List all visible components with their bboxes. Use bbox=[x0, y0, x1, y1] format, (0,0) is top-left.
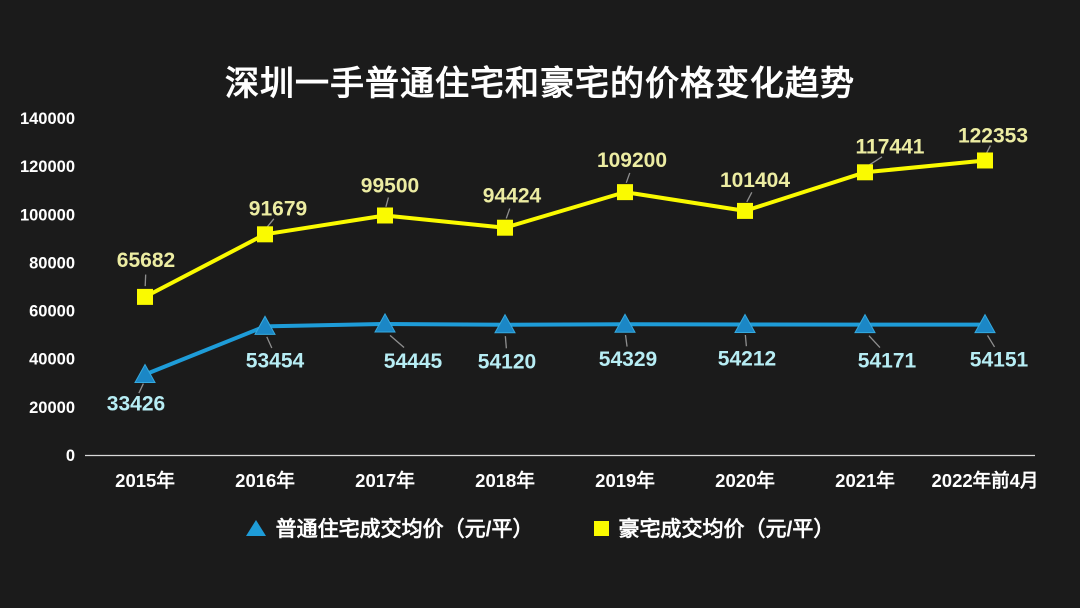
label-leader-line bbox=[625, 172, 631, 184]
legend: 普通住宅成交均价（元/平） 豪宅成交均价（元/平） bbox=[0, 513, 1080, 543]
data-point-marker-triangle bbox=[734, 313, 756, 334]
label-leader-line bbox=[746, 192, 753, 203]
x-axis-tick-label: 2019年 bbox=[595, 470, 655, 491]
data-point-label: 54212 bbox=[718, 348, 776, 371]
data-point-marker-square bbox=[617, 184, 633, 201]
label-leader-line bbox=[624, 334, 628, 347]
data-point-marker-triangle bbox=[854, 313, 876, 334]
legend-label-ordinary-housing: 普通住宅成交均价（元/平） bbox=[275, 518, 534, 541]
data-point-marker-triangle bbox=[374, 312, 396, 333]
x-axis-tick-label: 2018年 bbox=[475, 470, 535, 491]
y-axis-tick-label: 120000 bbox=[20, 158, 75, 176]
label-leader-line bbox=[266, 336, 273, 349]
legend-label-luxury-housing: 豪宅成交均价（元/平） bbox=[618, 518, 835, 541]
data-point-marker-square bbox=[977, 152, 993, 169]
data-point-label: 65682 bbox=[117, 249, 175, 272]
label-leader-line bbox=[138, 383, 144, 394]
label-leader-line bbox=[869, 156, 883, 166]
data-point-label: 122353 bbox=[958, 124, 1028, 147]
data-point-label: 53454 bbox=[246, 349, 305, 372]
data-point-marker-square bbox=[137, 288, 153, 305]
y-axis-tick-label: 40000 bbox=[29, 351, 75, 369]
data-point-marker-square bbox=[737, 202, 753, 219]
y-axis-tick-label: 0 bbox=[66, 447, 75, 465]
data-point-marker-square bbox=[257, 226, 273, 243]
y-axis-tick-label: 140000 bbox=[20, 110, 75, 128]
label-leader-line bbox=[744, 334, 748, 347]
y-axis-tick-label: 20000 bbox=[29, 399, 75, 417]
data-point-marker-triangle bbox=[254, 315, 276, 335]
triangle-marker-icon bbox=[245, 520, 266, 536]
x-axis-tick-label: 2020年 bbox=[715, 470, 775, 491]
legend-item-luxury-housing: 豪宅成交均价（元/平） bbox=[593, 513, 835, 543]
legend-item-ordinary-housing: 普通住宅成交均价（元/平） bbox=[245, 513, 534, 543]
data-point-label: 54151 bbox=[970, 349, 1029, 372]
data-point-label: 101404 bbox=[720, 169, 790, 192]
x-axis-tick-label: 2017年 bbox=[355, 470, 415, 491]
label-leader-line bbox=[985, 145, 992, 154]
chart-title: 深圳一手普通住宅和豪宅的价格变化趋势 bbox=[225, 65, 855, 103]
series-line-1 bbox=[143, 158, 987, 299]
label-leader-line bbox=[504, 336, 508, 349]
data-point-label: 54329 bbox=[599, 348, 657, 371]
data-point-label: 109200 bbox=[597, 149, 667, 172]
label-leader-line bbox=[986, 335, 996, 348]
data-point-marker-square bbox=[497, 219, 513, 236]
series-line-0 bbox=[143, 321, 987, 377]
data-point-label: 54445 bbox=[384, 350, 443, 373]
x-axis-tick-label: 2016年 bbox=[235, 470, 295, 491]
label-leader-line bbox=[389, 334, 405, 348]
data-point-marker-triangle bbox=[494, 313, 516, 334]
data-point-marker-square bbox=[377, 207, 393, 224]
data-point-label: 117441 bbox=[856, 135, 925, 158]
data-point-marker-square bbox=[857, 164, 873, 181]
x-axis-tick-label: 2021年 bbox=[835, 470, 895, 491]
data-point-label: 94424 bbox=[483, 185, 542, 208]
data-point-label: 91679 bbox=[249, 197, 307, 220]
data-point-label: 99500 bbox=[361, 174, 419, 197]
data-point-label: 54120 bbox=[478, 351, 536, 374]
y-axis-tick-label: 80000 bbox=[29, 254, 75, 272]
label-leader-line bbox=[505, 208, 511, 219]
square-marker-icon bbox=[593, 520, 609, 536]
x-axis-tick-label: 2022年前4月 bbox=[932, 470, 1039, 491]
y-axis-tick-label: 100000 bbox=[20, 206, 75, 224]
label-leader-line bbox=[868, 335, 881, 348]
label-leader-line bbox=[144, 274, 147, 287]
data-point-marker-triangle bbox=[614, 313, 636, 333]
data-point-marker-triangle bbox=[974, 313, 996, 334]
x-axis-tick-label: 2015年 bbox=[115, 470, 175, 491]
data-point-marker-triangle bbox=[134, 363, 156, 384]
y-axis-tick-label: 60000 bbox=[29, 303, 75, 321]
data-point-label: 33426 bbox=[107, 393, 165, 416]
data-point-label: 54171 bbox=[858, 350, 917, 373]
label-leader-line bbox=[385, 197, 390, 207]
label-leader-line bbox=[266, 218, 275, 228]
